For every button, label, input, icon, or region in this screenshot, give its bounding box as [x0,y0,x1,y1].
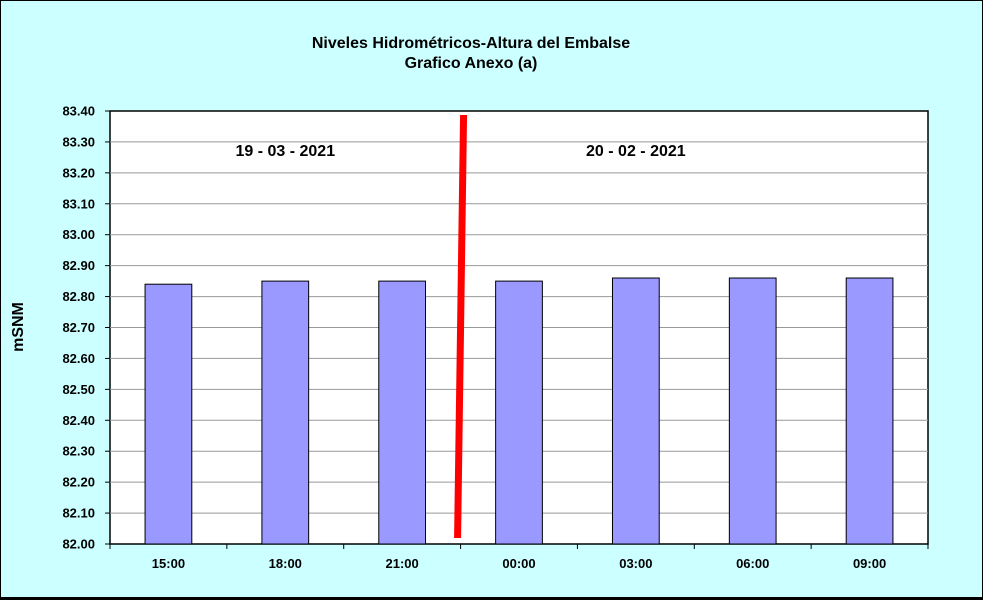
chart-title: Niveles Hidrométricos-Altura del Embalse [312,35,630,52]
y-tick-label: 82.90 [62,258,95,273]
y-tick-label: 82.80 [62,289,95,304]
bar [261,280,310,545]
date-annotation: 19 - 03 - 2021 [235,143,335,160]
x-tick-label: 03:00 [619,556,652,571]
bars [144,277,894,545]
gridlines [110,141,928,514]
bar [728,277,777,545]
y-tick-label: 82.60 [62,351,95,366]
x-tick-label: 00:00 [502,556,535,571]
annotations: 19 - 03 - 2021 20 - 02 - 2021 [235,143,685,160]
x-tick-label: 18:00 [269,556,302,571]
y-tick-label: 83.20 [62,165,95,180]
y-tick-label: 82.30 [62,444,95,459]
y-tick-label: 82.70 [62,320,95,335]
x-tick-label: 06:00 [736,556,769,571]
y-tick-label: 82.40 [62,413,95,428]
date-annotation: 20 - 02 - 2021 [586,143,686,160]
x-axis-ticks: 15:00 18:00 21:00 00:00 03:00 06:00 09:00 [109,544,929,571]
date-divider-line [454,114,468,539]
y-tick-label: 82.20 [62,475,95,490]
bar [378,280,427,545]
y-tick-label: 82.50 [62,382,95,397]
y-axis-label: mSNM [10,302,27,352]
bar [611,277,660,545]
bar [144,283,193,545]
bar [845,277,894,545]
chart-subtitle: Grafico Anexo (a) [405,55,538,72]
x-tick-label: 09:00 [853,556,886,571]
y-tick-label: 82.10 [62,506,95,521]
y-tick-label: 83.10 [62,196,95,211]
x-tick-label: 21:00 [386,556,419,571]
y-axis-ticks: 82.00 82.10 82.20 82.30 82.40 82.50 82.60 82.70… [62,104,110,552]
y-tick-label: 82.00 [62,537,95,552]
bar [495,280,543,545]
y-tick-label: 83.40 [62,104,95,119]
y-tick-label: 83.00 [62,227,95,242]
x-tick-label: 15:00 [152,556,185,571]
y-tick-label: 83.30 [62,134,95,149]
